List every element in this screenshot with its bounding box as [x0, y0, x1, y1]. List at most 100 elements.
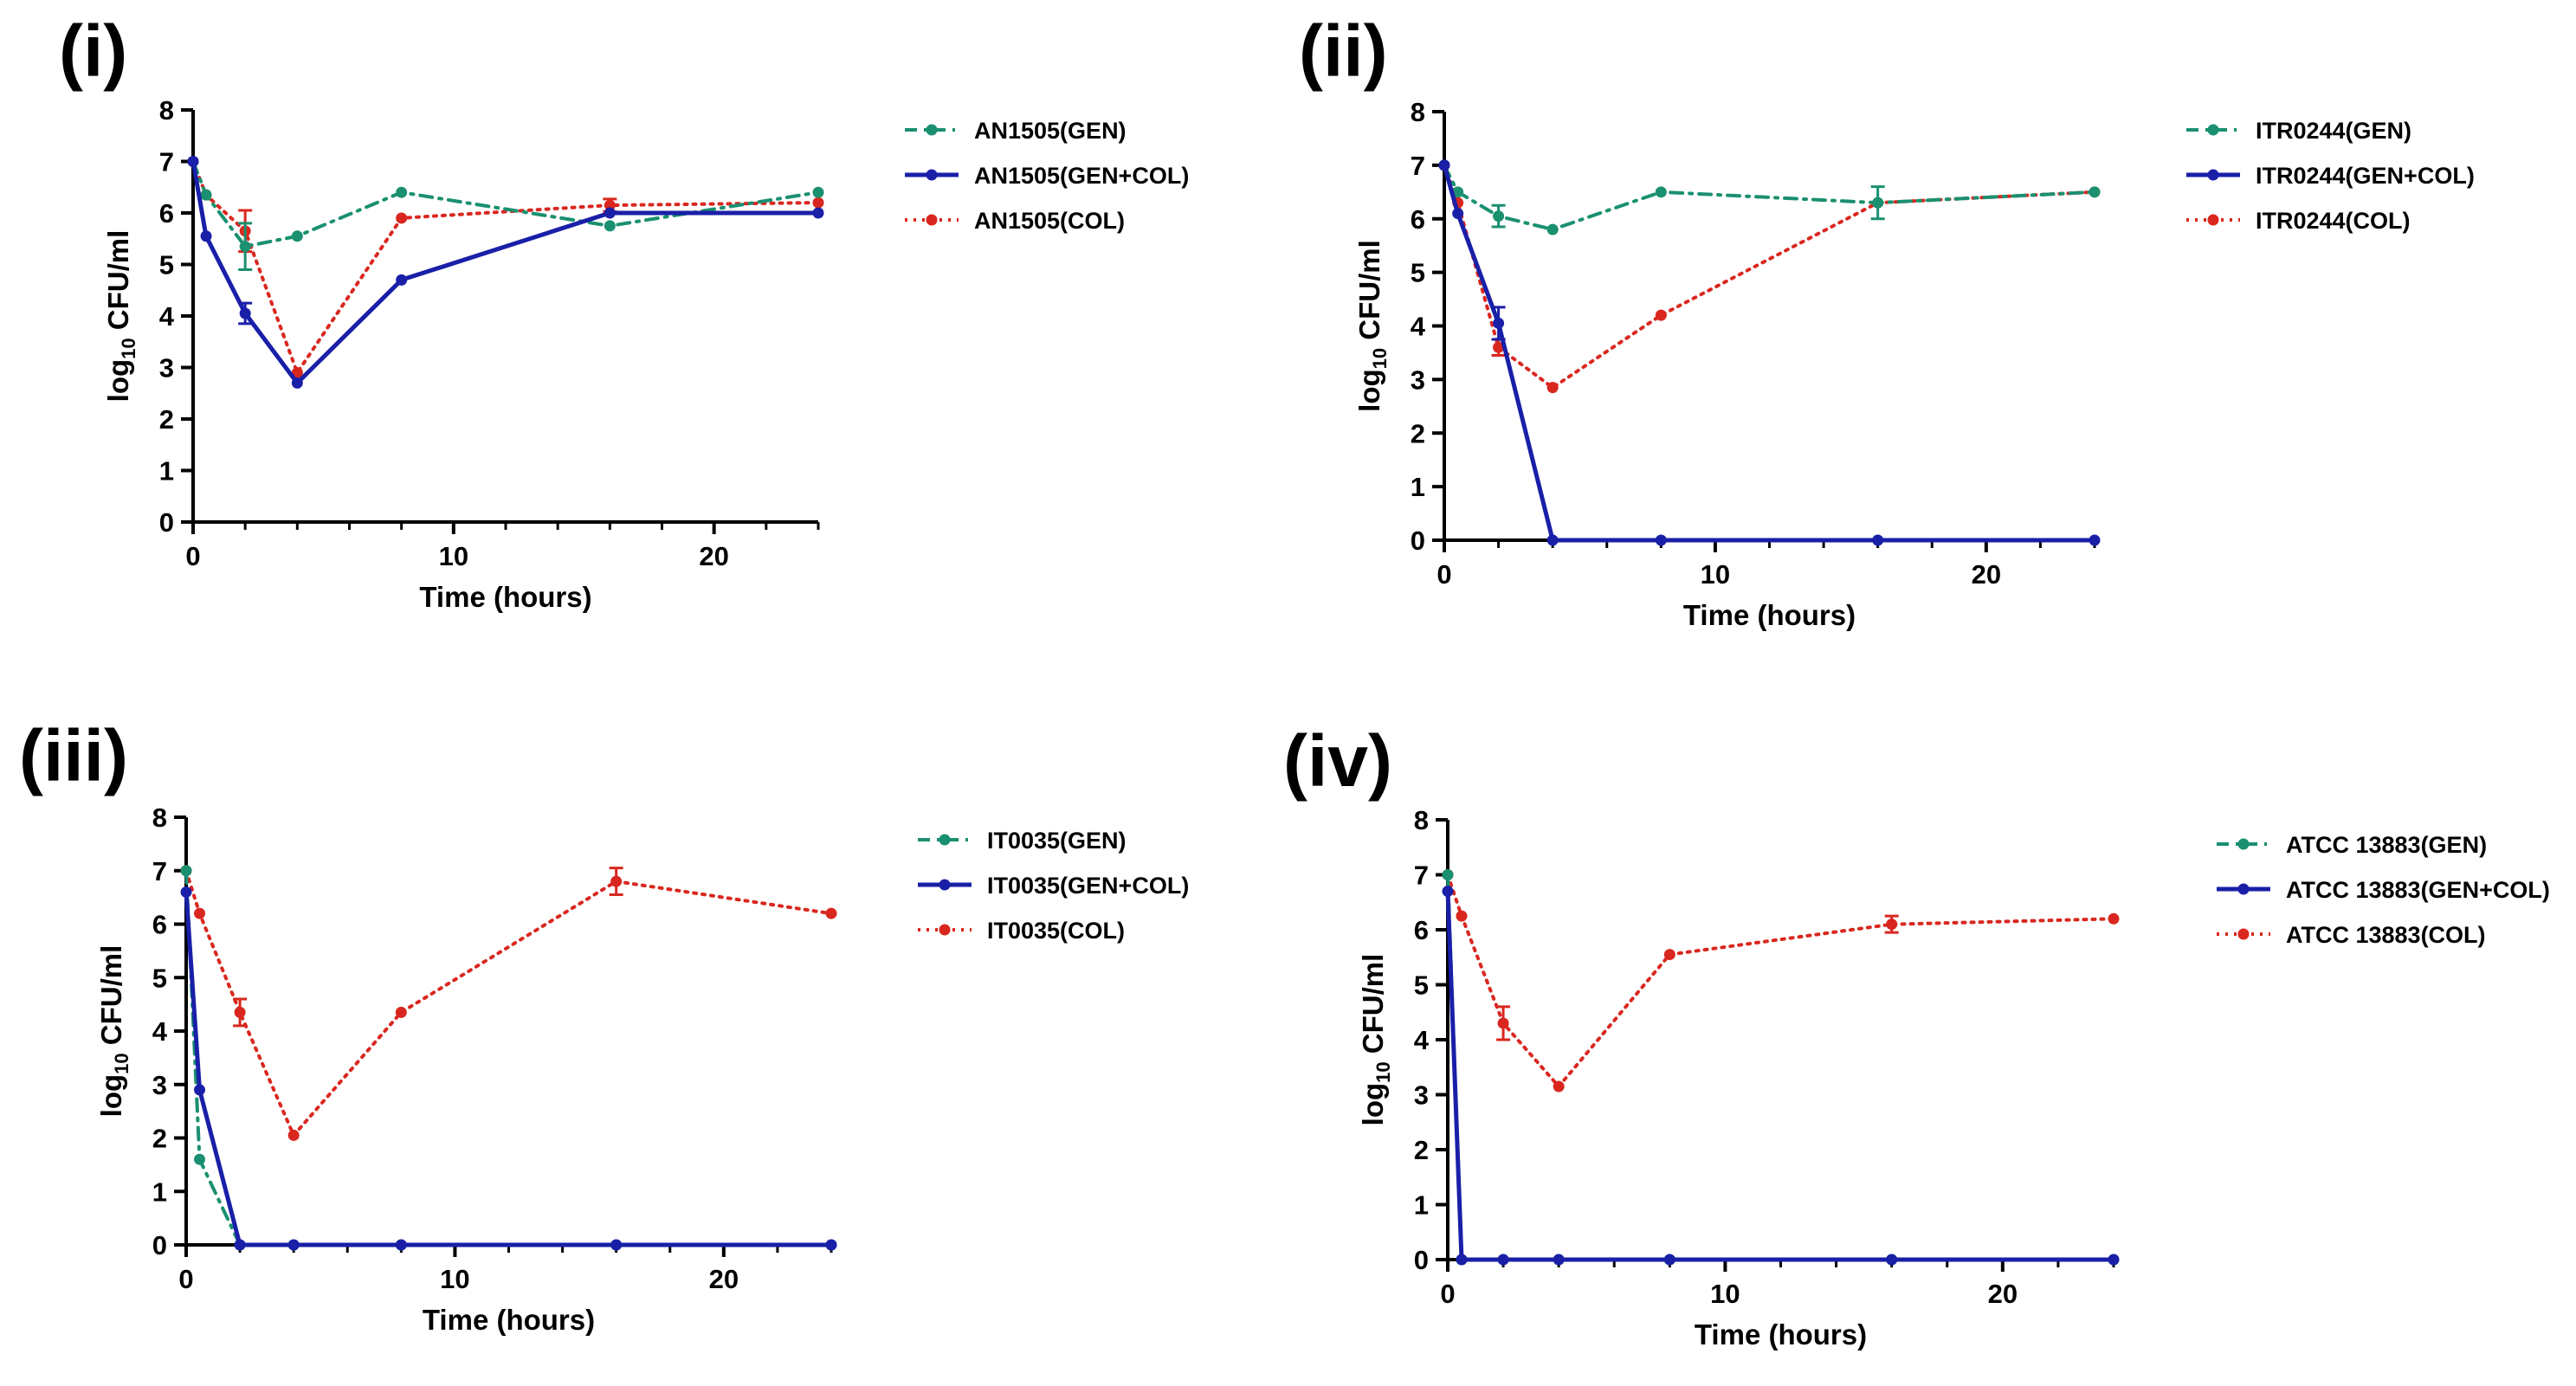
- y-axis-title: log10 CFU/ml: [95, 945, 132, 1118]
- data-point: [1553, 1254, 1565, 1266]
- y-axis-title: log10 CFU/ml: [102, 230, 139, 403]
- legend-swatch-marker: [926, 124, 938, 136]
- data-point: [1546, 534, 1559, 546]
- legend-label: ITR0244(COL): [2256, 208, 2411, 234]
- data-point: [395, 1239, 407, 1251]
- y-tick-label: 6: [159, 198, 174, 229]
- x-tick-label: 0: [178, 1264, 193, 1294]
- y-axis-title-subscript: 10: [1369, 348, 1391, 369]
- legend-swatch-marker: [2207, 169, 2219, 181]
- legend-label: IT0035(GEN+COL): [987, 873, 1189, 899]
- data-point: [1655, 534, 1667, 546]
- data-point: [395, 1006, 407, 1018]
- legend-label: ITR0244(GEN+COL): [2256, 163, 2475, 189]
- x-tick-label: 0: [185, 541, 200, 571]
- data-point: [610, 1239, 623, 1251]
- data-point: [1546, 382, 1559, 394]
- y-tick-label: 1: [159, 456, 174, 487]
- y-tick-label: 7: [152, 856, 167, 886]
- y-tick-label: 8: [152, 803, 167, 833]
- data-point: [1886, 919, 1898, 931]
- data-point: [812, 186, 824, 198]
- legend-swatch-marker: [2237, 838, 2250, 850]
- data-point: [234, 1239, 246, 1251]
- data-point: [1438, 159, 1450, 171]
- series-line-gen-col: [184, 890, 834, 1247]
- y-tick-label: 5: [152, 963, 167, 993]
- legend-swatch-marker: [939, 924, 951, 936]
- x-tick-label: 0: [1440, 1279, 1455, 1309]
- data-point: [1497, 1017, 1509, 1029]
- y-tick-label: 5: [1411, 258, 1425, 288]
- data-point: [200, 189, 212, 201]
- y-tick-label: 3: [159, 353, 174, 384]
- x-axis-title: Time (hours): [419, 581, 591, 613]
- data-point: [1452, 208, 1464, 220]
- data-point: [1546, 223, 1559, 235]
- legend-label: AN1505(COL): [974, 208, 1125, 234]
- y-axis-title-suffix: CFU/ml: [1353, 240, 1385, 348]
- y-tick-label: 3: [152, 1070, 167, 1100]
- legend: ATCC 13883(GEN) ATCC 13883(GEN+COL) ATCC 1…: [2217, 832, 2550, 948]
- data-point: [1456, 910, 1468, 922]
- data-point: [396, 186, 408, 198]
- series-line-col: [1443, 163, 2096, 390]
- data-point: [1452, 186, 1464, 198]
- data-point: [180, 886, 192, 898]
- y-axis-title-prefix: log: [95, 1074, 127, 1117]
- data-point: [291, 230, 303, 242]
- series-line-gen: [1446, 873, 2115, 1261]
- legend-label: IT0035(COL): [987, 918, 1125, 944]
- legend-swatch-marker: [2207, 214, 2219, 226]
- data-point: [1663, 1254, 1675, 1266]
- series-line-gen: [191, 159, 820, 248]
- panel-label: (i): [59, 10, 127, 92]
- y-tick-label: 8: [159, 95, 174, 126]
- y-tick-label: 6: [1411, 204, 1425, 235]
- y-tick-label: 3: [1414, 1080, 1429, 1111]
- series-line-gen-col: [1442, 163, 2097, 543]
- data-point: [1872, 197, 1884, 209]
- y-axis-title-suffix: CFU/ml: [1357, 954, 1389, 1062]
- data-point: [239, 241, 251, 253]
- y-tick-label: 8: [1414, 805, 1429, 835]
- data-point: [396, 274, 408, 286]
- data-point: [1442, 869, 1454, 880]
- y-tick-label: 8: [1411, 97, 1425, 127]
- data-point: [1497, 1254, 1509, 1266]
- legend-label: AN1505(GEN+COL): [974, 163, 1189, 189]
- y-tick-label: 5: [159, 250, 174, 280]
- y-axis-title-prefix: log: [1353, 369, 1385, 411]
- data-point: [825, 1239, 837, 1251]
- y-tick-label: 1: [152, 1176, 167, 1207]
- legend: AN1505(GEN) AN1505(GEN+COL) AN1505(COL): [905, 118, 1189, 234]
- y-tick-label: 0: [1414, 1245, 1429, 1275]
- data-point: [291, 366, 303, 378]
- data-point: [287, 1239, 300, 1251]
- x-axis-title: Time (hours): [423, 1304, 595, 1336]
- y-axis-title: log10 CFU/ml: [1353, 240, 1391, 412]
- y-tick-label: 1: [1411, 472, 1425, 502]
- y-tick-label: 3: [1411, 364, 1425, 395]
- legend-swatch-marker: [939, 834, 951, 846]
- y-tick-label: 0: [1411, 525, 1425, 556]
- series-line-col: [184, 868, 833, 1138]
- y-tick-label: 4: [159, 301, 175, 332]
- data-point: [1493, 317, 1505, 329]
- data-point: [2108, 1254, 2120, 1266]
- x-tick-label: 10: [1701, 559, 1730, 590]
- data-point: [1655, 309, 1667, 321]
- data-point: [1493, 210, 1505, 222]
- data-point: [812, 197, 824, 209]
- data-point: [610, 875, 623, 887]
- data-point: [194, 1153, 206, 1165]
- y-tick-label: 6: [1414, 915, 1429, 945]
- y-tick-label: 4: [152, 1016, 168, 1047]
- y-axis-title-subscript: 10: [111, 1053, 132, 1073]
- y-tick-label: 2: [1414, 1135, 1429, 1165]
- x-tick-label: 10: [440, 1264, 469, 1294]
